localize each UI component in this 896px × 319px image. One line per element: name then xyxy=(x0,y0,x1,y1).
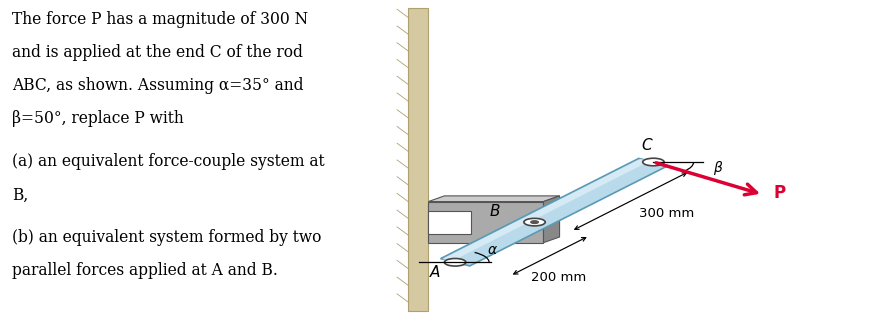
Text: C: C xyxy=(641,137,651,152)
Text: A: A xyxy=(430,265,441,280)
Text: and is applied at the end C of the rod: and is applied at the end C of the rod xyxy=(13,44,303,61)
Text: ABC, as shown. Assuming α=35° and: ABC, as shown. Assuming α=35° and xyxy=(13,77,304,94)
Text: 200 mm: 200 mm xyxy=(531,271,586,285)
Text: β=50°, replace P with: β=50°, replace P with xyxy=(13,110,184,128)
Polygon shape xyxy=(428,196,560,202)
Text: The force P has a magnitude of 300 N: The force P has a magnitude of 300 N xyxy=(13,11,308,28)
Text: $\alpha$: $\alpha$ xyxy=(487,243,498,257)
Text: (b) an equivalent system formed by two: (b) an equivalent system formed by two xyxy=(13,229,322,246)
Text: $\beta$: $\beta$ xyxy=(713,160,724,177)
Polygon shape xyxy=(441,159,668,266)
Polygon shape xyxy=(443,159,650,261)
Text: 300 mm: 300 mm xyxy=(639,207,694,220)
Text: parallel forces applied at A and B.: parallel forces applied at A and B. xyxy=(13,262,278,279)
Polygon shape xyxy=(428,211,471,234)
Polygon shape xyxy=(544,196,560,243)
Polygon shape xyxy=(428,202,544,243)
Circle shape xyxy=(444,258,466,266)
Text: (a) an equivalent force-couple system at: (a) an equivalent force-couple system at xyxy=(13,153,324,170)
Text: P: P xyxy=(773,184,786,202)
Polygon shape xyxy=(408,8,428,311)
Text: B,: B, xyxy=(13,186,29,204)
Circle shape xyxy=(530,221,538,223)
Circle shape xyxy=(524,218,546,226)
Circle shape xyxy=(642,158,664,166)
Text: B: B xyxy=(489,204,500,219)
